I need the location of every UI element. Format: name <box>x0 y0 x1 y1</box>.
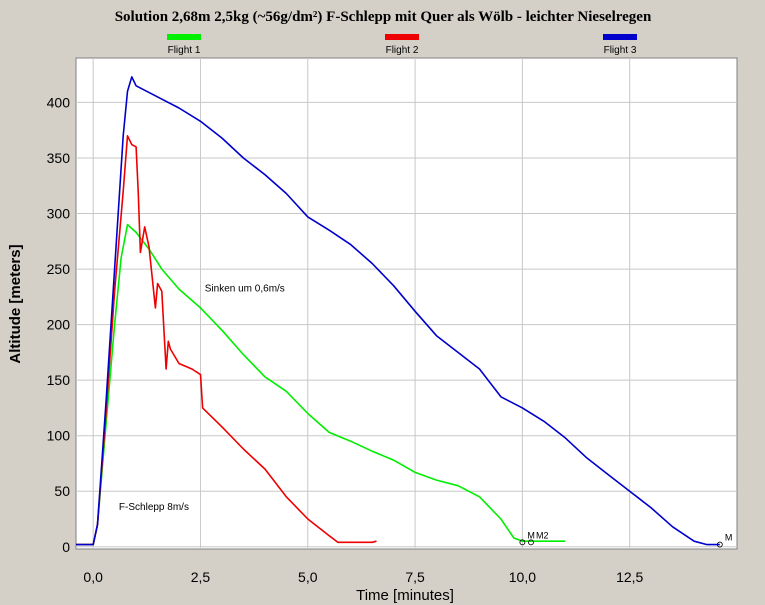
legend-label-1: Flight 1 <box>168 45 201 56</box>
end-marker-dot-3 <box>528 539 534 546</box>
end-marker-label-2: M <box>527 530 535 540</box>
series-line-1 <box>76 223 566 546</box>
x-tick-label: 12,5 <box>616 569 643 585</box>
x-tick-label: 2,5 <box>191 569 211 585</box>
x-tick-label: 7,5 <box>405 569 425 585</box>
end-marker-dot-2 <box>519 539 526 546</box>
annotation-1: Sinken um 0,6m/s <box>205 283 285 294</box>
series-layer <box>76 76 720 546</box>
x-tick-label: 5,0 <box>298 569 318 585</box>
y-tick-label: 400 <box>47 94 71 110</box>
legend-swatch-1 <box>167 34 201 40</box>
y-tick-label: 300 <box>47 206 71 222</box>
end-marker-label-3: M2 <box>536 530 549 540</box>
y-tick-label: 250 <box>47 261 71 277</box>
x-tick-label: 0,0 <box>83 569 103 585</box>
annotations: Sinken um 0,6m/sF-Schlepp 8m/sMM M2 <box>119 283 733 548</box>
grid <box>76 58 737 549</box>
legend-swatch-2 <box>385 34 419 40</box>
series-line-3 <box>76 76 720 546</box>
x-axis-ticks: 0,0 2,5 5,0 7,5 10,0 12,5 <box>83 569 643 585</box>
y-tick-label: 0 <box>62 539 70 555</box>
series-line-2 <box>76 135 377 546</box>
y-tick-label: 150 <box>47 372 71 388</box>
y-tick-label: 350 <box>47 150 71 166</box>
y-tick-label: 200 <box>47 317 71 333</box>
y-tick-label: 50 <box>54 483 70 499</box>
x-axis-title: Time [minutes] <box>356 587 454 604</box>
end-marker-dot-1 <box>716 541 723 548</box>
legend-swatch-3 <box>603 34 637 40</box>
legend: Flight 1 Flight 2 Flight 3 <box>167 34 637 56</box>
legend-label-3: Flight 3 <box>604 45 637 56</box>
plot-area <box>75 57 738 550</box>
end-marker-label-1: M <box>725 533 733 543</box>
annotation-2: F-Schlepp 8m/s <box>119 502 189 513</box>
y-tick-label: 100 <box>47 428 71 444</box>
y-axis-ticks: 0 50 100 150 200 250 300 350 400 <box>47 94 71 554</box>
chart-title: Solution 2,68m 2,5kg (~56g/dm²) F-Schlep… <box>115 9 652 25</box>
x-tick-label: 10,0 <box>509 569 536 585</box>
legend-label-2: Flight 2 <box>386 45 419 56</box>
y-axis-title: Altitude [meters] <box>7 244 24 363</box>
